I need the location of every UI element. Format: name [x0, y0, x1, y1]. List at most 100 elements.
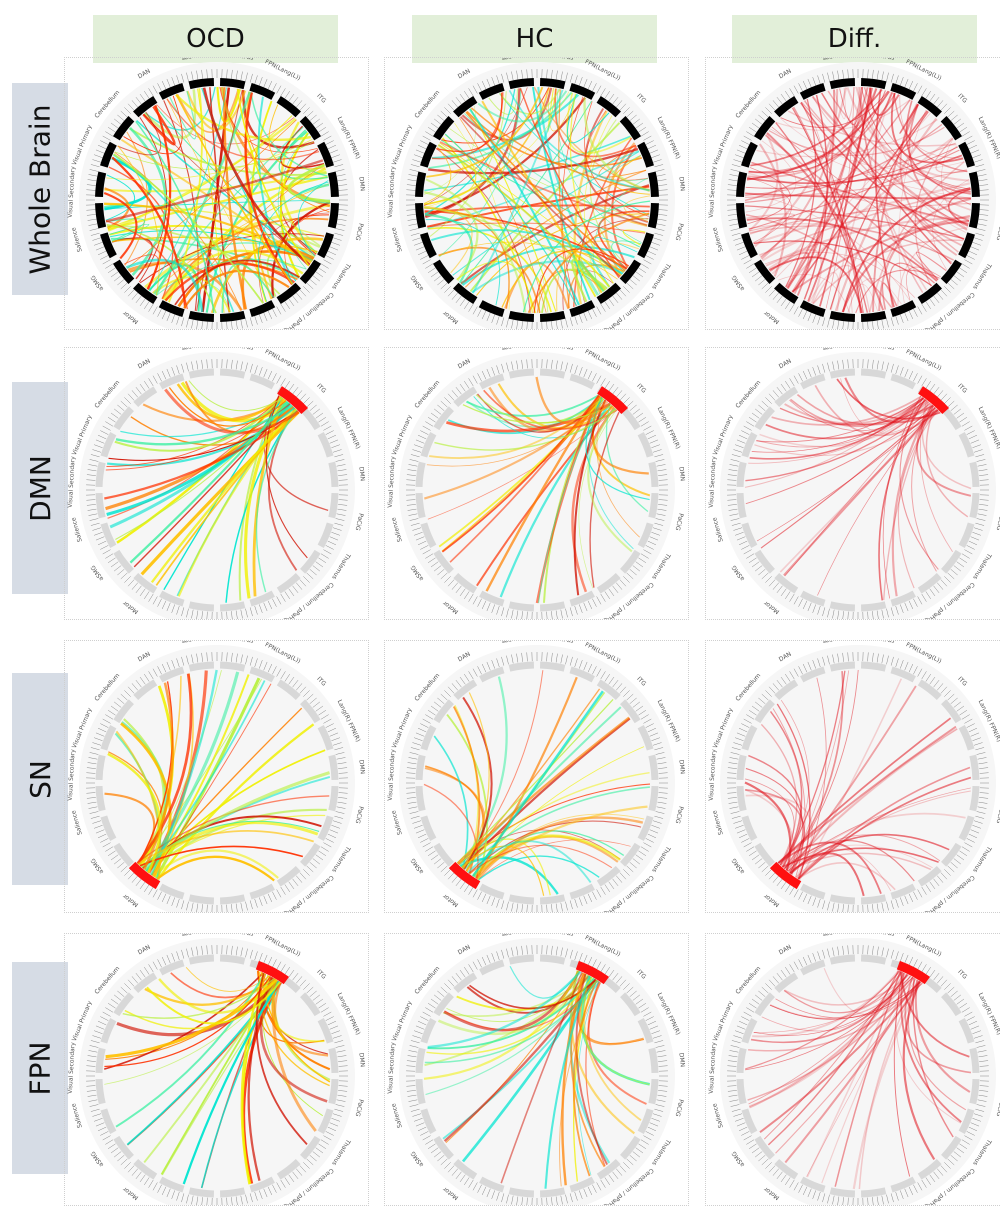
network-label: DAN: [137, 358, 152, 371]
network-label: sLOC: [501, 934, 517, 938]
row-label-text: FPN: [24, 1041, 57, 1095]
network-label: PaCiG: [995, 805, 1000, 824]
network-label: PaCiG: [674, 1098, 685, 1117]
network-label: Salience: [70, 809, 84, 836]
chord-diagram: DANsLOCCereb CrusFPN(Lang(L))ITGLang(R) …: [65, 58, 369, 330]
network-label: Cereb Crus: [861, 641, 895, 645]
network-label: DMN: [677, 760, 686, 775]
column-header-label: HC: [516, 24, 554, 54]
network-label: ITG: [635, 675, 647, 687]
network-label: ITG: [635, 92, 647, 104]
network-label: Visual Secondary: [387, 456, 397, 508]
network-label: Visual Secondary: [387, 166, 397, 218]
chord-diagram: DANsLOCCereb CrusFPN(Lang(L))ITGLang(R) …: [706, 58, 1000, 330]
network-label: Cereb Crus: [861, 348, 895, 352]
network-label: DAN: [457, 651, 472, 664]
network-label: DAN: [457, 358, 472, 371]
network-label: PaCiG: [995, 222, 1000, 241]
column-header-ocd: OCD: [93, 15, 338, 63]
network-label: DAN: [457, 944, 472, 957]
network-label: Visual Secondary: [67, 749, 77, 801]
network-label: Visual Secondary: [708, 1042, 718, 1094]
network-label: sLOC: [822, 934, 838, 938]
network-label: Visual Secondary: [387, 1042, 397, 1094]
network-label: Visual Secondary: [708, 456, 718, 508]
row-label-whole-brain: Whole Brain: [12, 83, 68, 295]
network-label: Visual Secondary: [67, 456, 77, 508]
network-label: Cereb Crus: [861, 58, 895, 62]
network-label: Salience: [711, 226, 725, 253]
chord-panel-dmn-diff: DANsLOCCereb CrusFPN(Lang(L))ITGLang(R) …: [705, 347, 1000, 620]
network-label: sLOC: [501, 348, 517, 352]
chord-panel-whole-brain-diff: DANsLOCCereb CrusFPN(Lang(L))ITGLang(R) …: [705, 57, 1000, 330]
network-label: DMN: [677, 177, 686, 192]
network-label: Visual Secondary: [708, 749, 718, 801]
chord-panel-whole-brain-hc: DANsLOCCereb CrusFPN(Lang(L))ITGLang(R) …: [384, 57, 689, 330]
network-label: ITG: [315, 382, 327, 394]
diagram-background: [720, 352, 996, 620]
diagram-background: [399, 352, 675, 620]
network-label: sLOC: [501, 58, 517, 62]
network-label: PaCiG: [354, 222, 365, 241]
chord-diagram: DANsLOCCereb CrusFPN(Lang(L))ITGLang(R) …: [385, 348, 689, 620]
row-label-fpn: FPN: [12, 962, 68, 1174]
network-label: ITG: [956, 382, 968, 394]
network-label: PaCiG: [995, 512, 1000, 531]
chord-panel-sn-hc: DANsLOCCereb CrusFPN(Lang(L))ITGLang(R) …: [384, 640, 689, 913]
network-label: Salience: [711, 516, 725, 543]
network-label: sLOC: [822, 58, 838, 62]
column-header-hc: HC: [412, 15, 657, 63]
row-label-text: Whole Brain: [24, 104, 57, 274]
column-header-label: OCD: [186, 24, 245, 54]
network-label: DAN: [457, 68, 472, 81]
chord-panel-fpn-ocd: DANsLOCCereb CrusFPN(Lang(L))ITGLang(R) …: [64, 933, 369, 1206]
network-label: DAN: [137, 68, 152, 81]
network-label: Visual Secondary: [708, 166, 718, 218]
network-label: Cereb Crus: [540, 641, 574, 645]
network-label: ITG: [956, 968, 968, 980]
network-label: sLOC: [181, 934, 197, 938]
network-label: ITG: [956, 675, 968, 687]
row-label-text: SN: [24, 760, 57, 799]
network-label: ITG: [635, 968, 647, 980]
network-label: DAN: [778, 651, 793, 664]
network-label: Visual Secondary: [387, 749, 397, 801]
network-label: sLOC: [181, 348, 197, 352]
network-label: sLOC: [501, 641, 517, 645]
network-label: Salience: [390, 809, 404, 836]
network-label: Cereb Crus: [220, 641, 254, 645]
network-label: ITG: [315, 675, 327, 687]
network-label: Salience: [711, 809, 725, 836]
chord-diagram: DANsLOCCereb CrusFPN(Lang(L))ITGLang(R) …: [706, 348, 1000, 620]
network-label: ITG: [315, 92, 327, 104]
network-label: DAN: [778, 68, 793, 81]
chord-diagram: DANsLOCCereb CrusFPN(Lang(L))ITGLang(R) …: [65, 348, 369, 620]
network-label: Cereb Crus: [540, 58, 574, 62]
network-label: Salience: [711, 1102, 725, 1129]
network-label: Salience: [390, 516, 404, 543]
chord-panel-sn-ocd: DANsLOCCereb CrusFPN(Lang(L))ITGLang(R) …: [64, 640, 369, 913]
chord-diagram: DANsLOCCereb CrusFPN(Lang(L))ITGLang(R) …: [65, 934, 369, 1206]
chord-diagram: DANsLOCCereb CrusFPN(Lang(L))ITGLang(R) …: [706, 641, 1000, 913]
network-label: Cereb Crus: [540, 934, 574, 938]
diagram-background: [79, 352, 355, 620]
network-label: ITG: [956, 92, 968, 104]
network-label: DMN: [357, 1053, 366, 1068]
network-label: DAN: [778, 944, 793, 957]
network-label: PaCiG: [354, 1098, 365, 1117]
chord-panel-fpn-hc: DANsLOCCereb CrusFPN(Lang(L))ITGLang(R) …: [384, 933, 689, 1206]
chord-diagram: DANsLOCCereb CrusFPN(Lang(L))ITGLang(R) …: [385, 58, 689, 330]
network-label: PaCiG: [674, 512, 685, 531]
network-label: Cereb Crus: [220, 934, 254, 938]
column-header-diff: Diff.: [732, 15, 977, 63]
column-header-label: Diff.: [828, 24, 881, 54]
network-label: PaCiG: [995, 1098, 1000, 1117]
network-label: DAN: [778, 358, 793, 371]
network-label: DMN: [357, 467, 366, 482]
network-label: Cereb Crus: [540, 348, 574, 352]
network-label: DAN: [137, 651, 152, 664]
network-label: Cereb Crus: [220, 348, 254, 352]
network-label: Cereb Crus: [220, 58, 254, 62]
network-label: Salience: [70, 1102, 84, 1129]
network-label: ITG: [635, 382, 647, 394]
